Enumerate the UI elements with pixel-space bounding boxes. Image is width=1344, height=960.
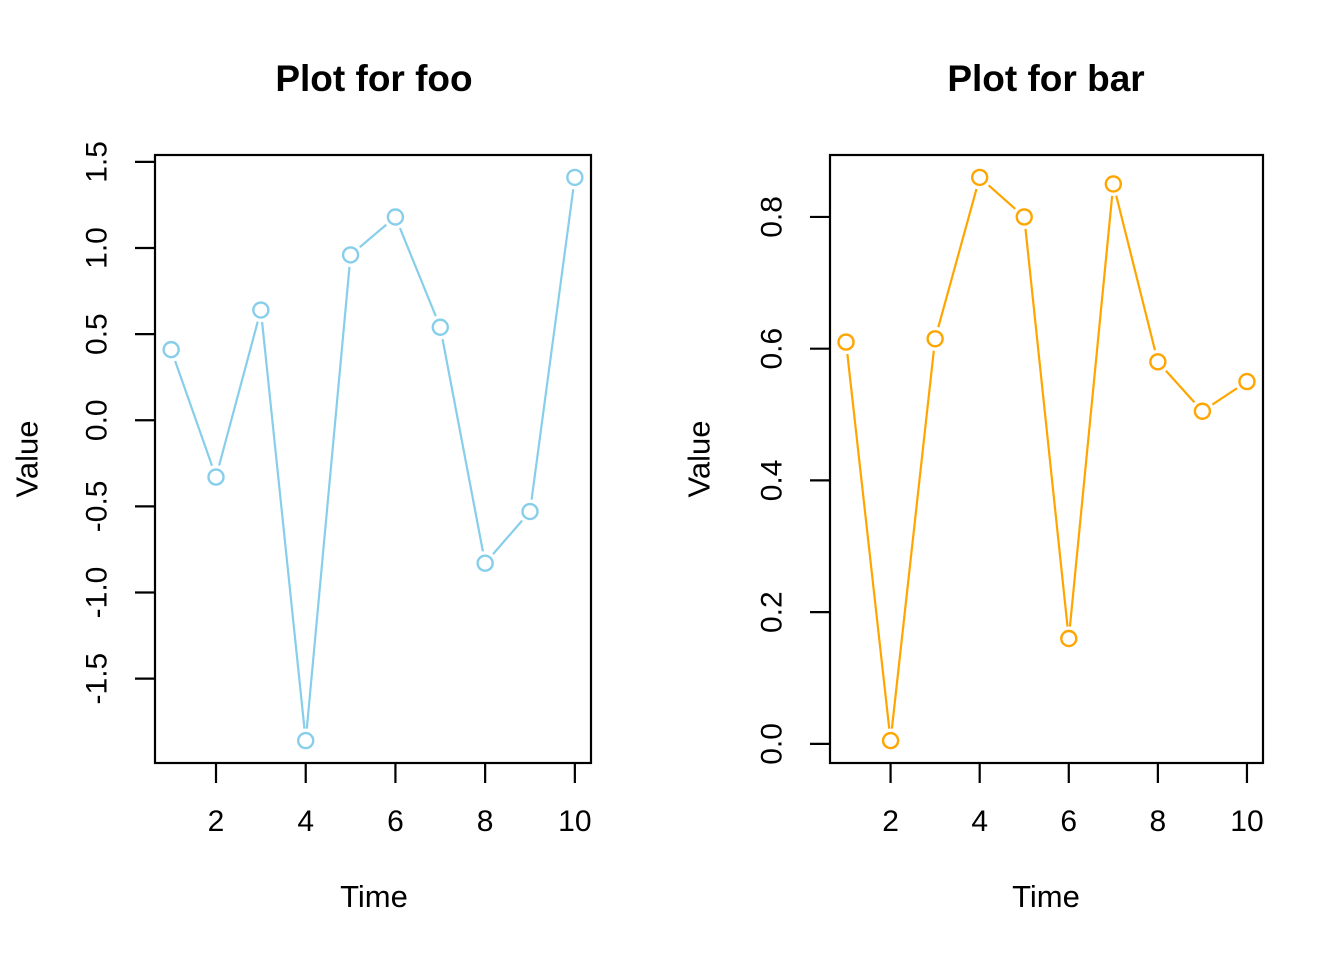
y-tick-label: 1.0 — [81, 227, 114, 269]
x-tick-label: 4 — [297, 805, 314, 838]
x-tick-label: 10 — [558, 805, 591, 838]
data-point-marker — [970, 168, 989, 187]
line-segment — [530, 189, 575, 500]
x-tick-label: 10 — [1230, 805, 1263, 838]
line-segment — [846, 353, 891, 729]
line-segment — [1115, 195, 1157, 351]
line-segment — [441, 338, 484, 552]
chart-canvas-bar: 2 4 6 8 10 0.0 0.2 0.4 0.6 0.8 — [756, 153, 1265, 838]
x-tick-label: 8 — [477, 805, 494, 838]
x-tick-label: 6 — [1060, 805, 1077, 838]
x-axis-label: Time — [1012, 879, 1080, 914]
data-point-marker — [341, 246, 360, 264]
line-segment — [305, 266, 351, 729]
y-tick-label: -1.5 — [81, 653, 114, 705]
panel-title: Plot for foo — [275, 58, 473, 99]
data-point-marker — [476, 554, 494, 572]
data-point-marker — [521, 502, 539, 521]
y-tick-label: 0.4 — [756, 460, 789, 502]
data-point-marker — [1149, 353, 1167, 371]
chart-canvas-foo: 2 4 6 8 10 -1.5 -1.0 -0.5 0.0 0.5 1.0 1.5 — [81, 141, 593, 838]
line-segment — [1024, 228, 1069, 627]
panel-title: Plot for bar — [947, 58, 1145, 99]
data-point-marker — [1193, 402, 1212, 420]
x-tick-label: 2 — [882, 805, 899, 838]
plot-box — [828, 153, 1265, 765]
line-segment — [987, 184, 1016, 210]
y-tick-label: -1.0 — [81, 567, 114, 619]
line-segment — [1068, 195, 1114, 627]
plot-box — [153, 153, 593, 765]
y-tick-label: 1.5 — [81, 141, 114, 183]
y-tick-label: -0.5 — [81, 481, 114, 533]
line-segment — [492, 519, 523, 555]
x-tick-label: 8 — [1150, 805, 1167, 838]
line-segment — [218, 321, 259, 466]
data-point-marker — [252, 301, 270, 319]
x-tick-label: 6 — [387, 805, 404, 838]
line-segment — [937, 188, 978, 328]
data-point-marker — [297, 731, 315, 750]
y-tick-label: 0.6 — [756, 328, 789, 370]
y-tick-label: 0.8 — [756, 196, 789, 238]
data-point-marker — [1104, 175, 1123, 193]
data-point-marker — [431, 318, 449, 336]
data-point-marker — [881, 731, 900, 750]
data-point-marker — [1060, 629, 1078, 648]
y-tick-label: 0.0 — [756, 723, 789, 765]
x-tick-label: 2 — [208, 805, 225, 838]
line-segment — [890, 350, 935, 729]
panel-bar: Plot for bar Value 2 4 6 8 10 0.0 0.2 0.4 0.6 0.8… — [672, 0, 1344, 960]
line-segment — [261, 321, 306, 729]
data-point-marker — [207, 468, 225, 486]
line-segment — [398, 227, 437, 317]
x-tick-label: 4 — [971, 805, 988, 838]
data-point-marker — [1015, 208, 1033, 226]
line-segment — [174, 360, 214, 467]
data-point-marker — [837, 333, 855, 351]
y-tick-label: 0.2 — [756, 591, 789, 633]
data-point-marker — [926, 330, 944, 348]
line-segment — [1211, 387, 1238, 406]
line-segment — [359, 223, 387, 248]
x-axis-label: Time — [340, 879, 408, 914]
data-point-marker — [1238, 372, 1256, 391]
y-tick-label: 0.5 — [81, 313, 114, 355]
data-point-marker — [386, 208, 405, 226]
data-point-marker — [162, 340, 180, 359]
y-tick-label: 0.0 — [81, 399, 114, 441]
panel-foo: Plot for foo Value 2 4 6 8 10 -1.5 -1.0 -0.5 0.0… — [10, 58, 593, 914]
data-point-marker — [566, 168, 584, 187]
line-segment — [1165, 370, 1196, 404]
